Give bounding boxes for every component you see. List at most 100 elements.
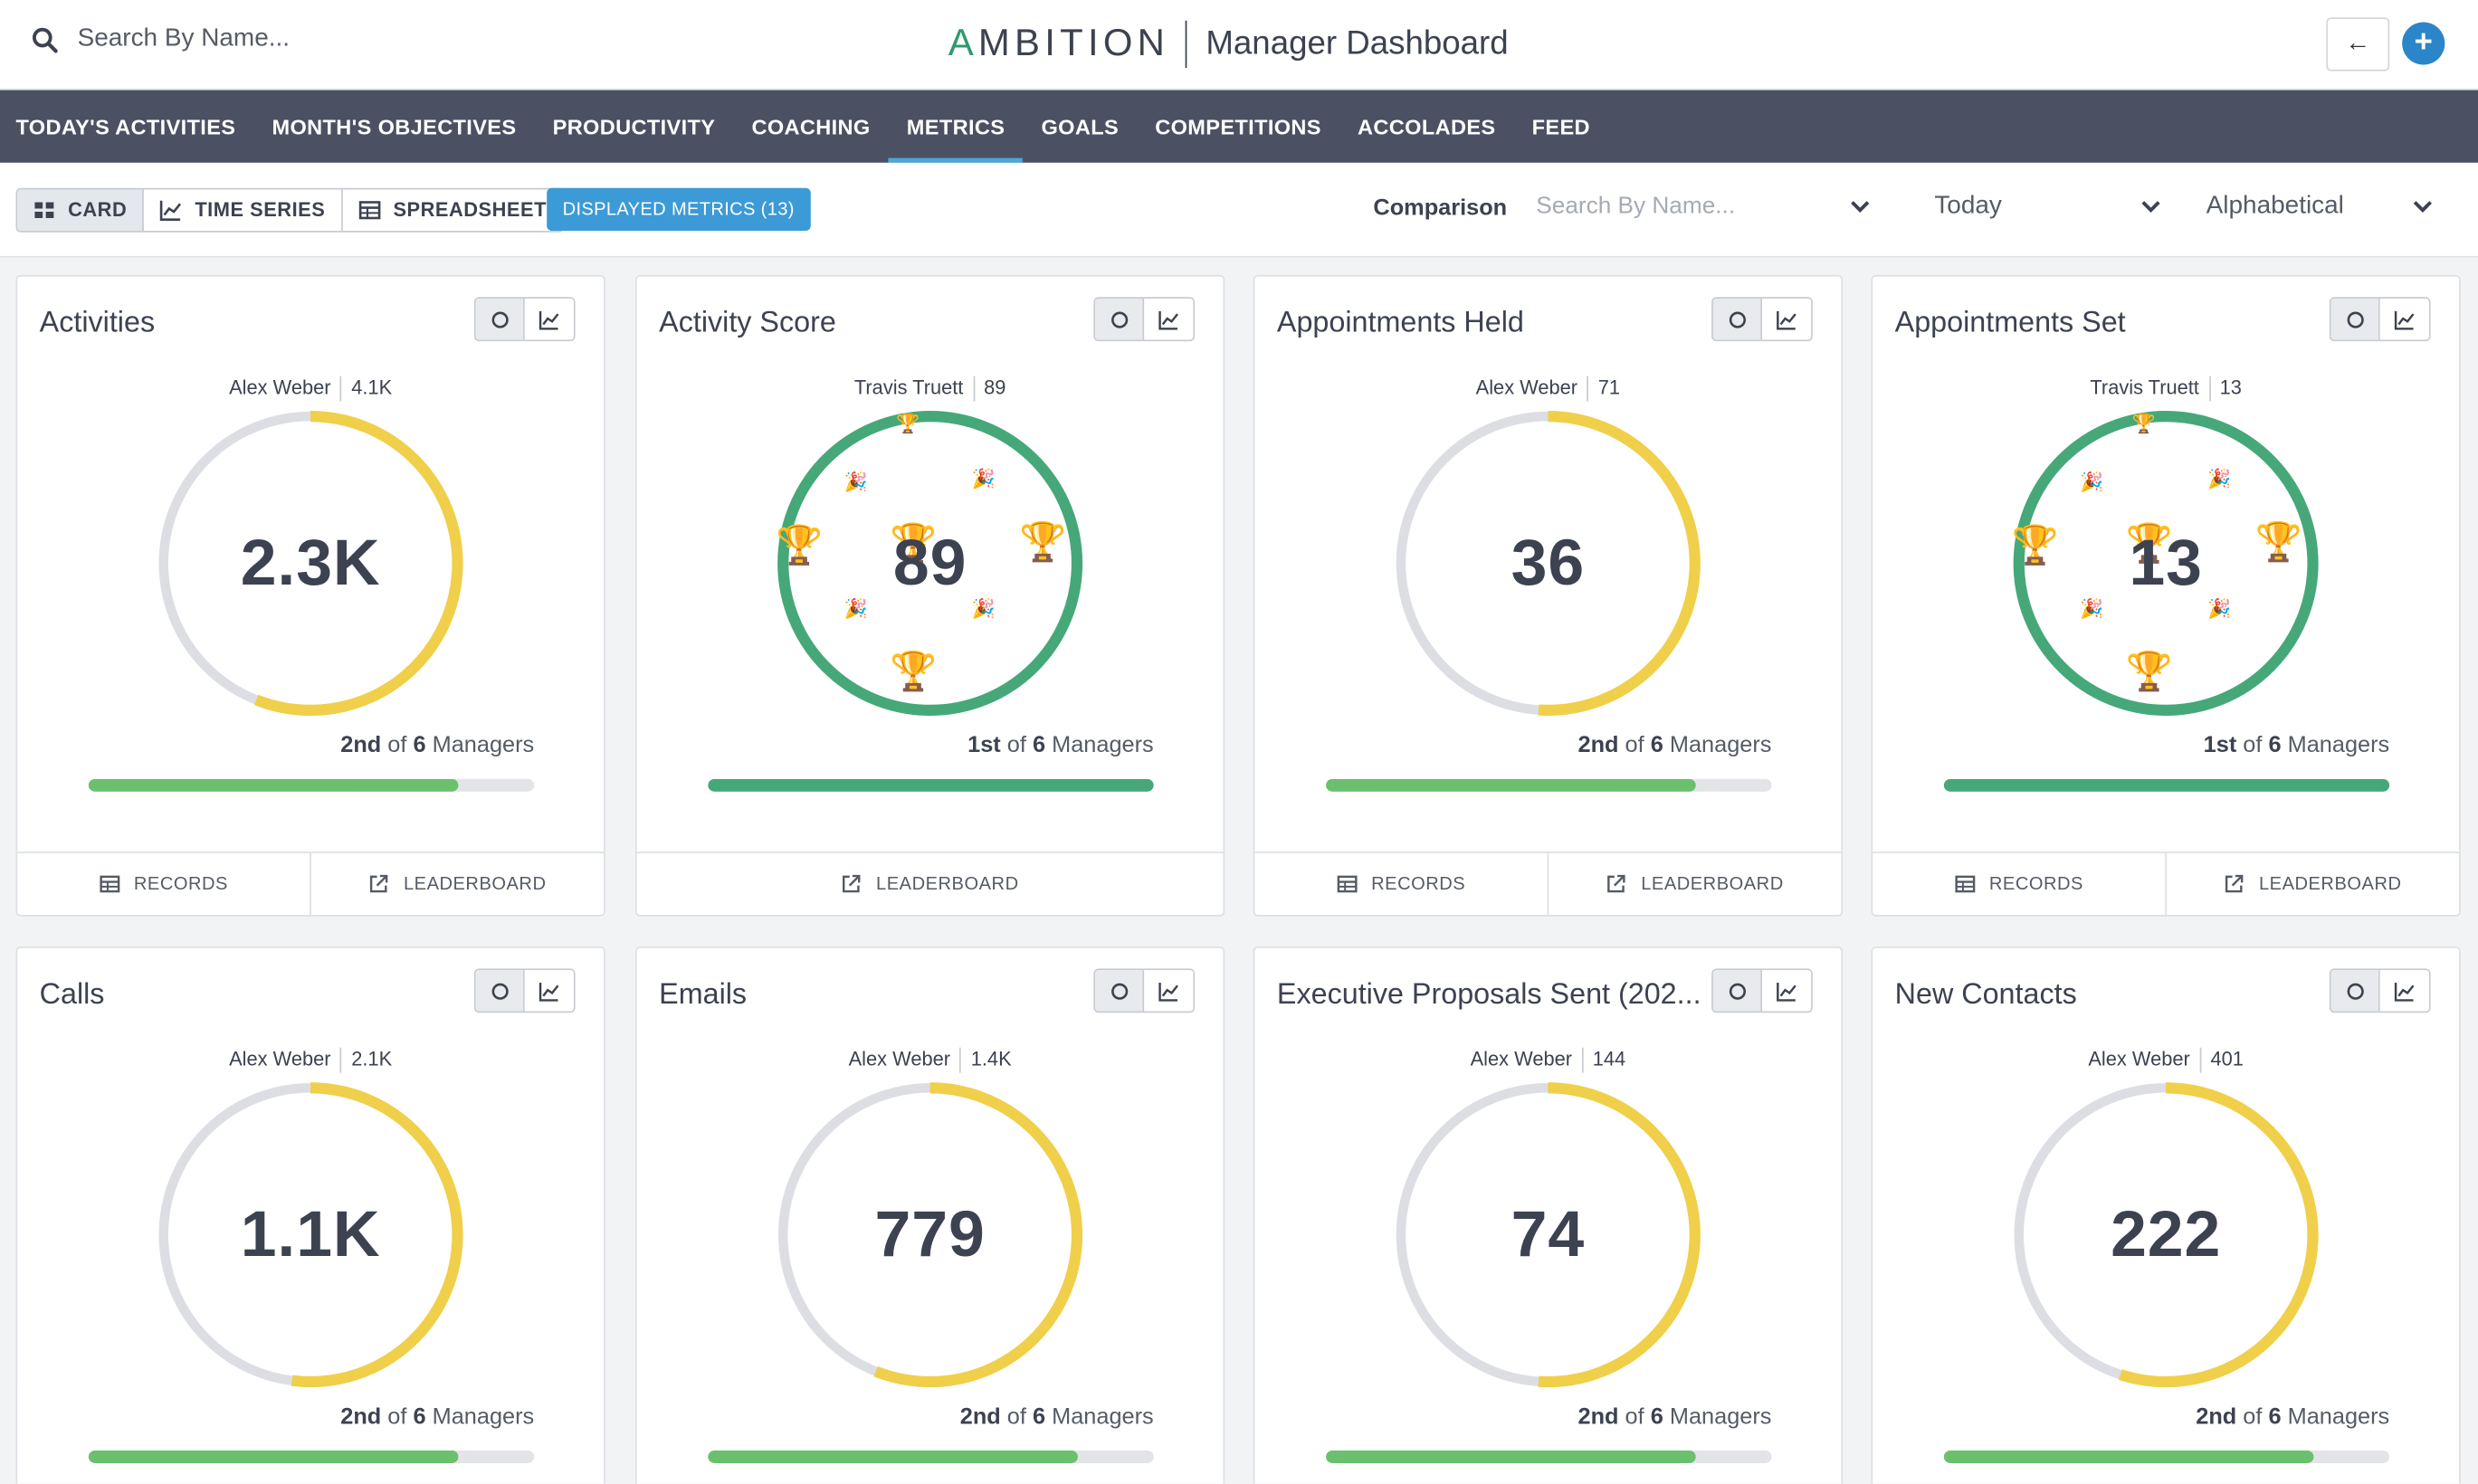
rank-of: of bbox=[1006, 733, 1026, 759]
leaderboard-button[interactable]: LEADERBOARD bbox=[311, 853, 604, 915]
trend-view-button[interactable] bbox=[1761, 970, 1812, 1012]
metric-card: Executive Proposals Sent (202... Alex Web… bbox=[1253, 946, 1844, 1484]
view-spreadsheet-button[interactable]: SPREADSHEET bbox=[342, 189, 563, 231]
trophy-icon: 🏆 bbox=[2131, 412, 2156, 435]
rank-unit: Managers bbox=[1669, 733, 1772, 759]
trend-view-button[interactable] bbox=[2379, 970, 2429, 1012]
progress-ring bbox=[157, 1082, 463, 1388]
period-dropdown[interactable]: Today bbox=[1934, 193, 2161, 221]
table-icon bbox=[99, 875, 119, 893]
trend-view-button[interactable] bbox=[524, 970, 574, 1012]
metric-value: 13 bbox=[2129, 526, 2203, 599]
rank-position: 2nd bbox=[340, 1404, 382, 1431]
gauge-view-button[interactable] bbox=[1712, 970, 1762, 1012]
gauge-view-button[interactable] bbox=[1095, 970, 1145, 1012]
grid-icon bbox=[34, 202, 54, 218]
table-icon bbox=[358, 201, 381, 220]
rank-position: 2nd bbox=[1577, 733, 1619, 759]
plus-icon: + bbox=[2414, 24, 2433, 61]
arrow-left-icon: ← bbox=[2345, 30, 2371, 57]
progress-ring bbox=[1395, 411, 1701, 717]
nav-item-productivity[interactable]: PRODUCTIVITY bbox=[552, 114, 716, 138]
comparison-search-input[interactable]: Search By Name... bbox=[1536, 193, 1736, 220]
progress-ring bbox=[1395, 1082, 1701, 1388]
card-title: Activity Score bbox=[659, 305, 836, 338]
leader-value: 1.4K bbox=[970, 1048, 1012, 1070]
circle-icon bbox=[1110, 982, 1128, 999]
trend-view-button[interactable] bbox=[1144, 299, 1194, 340]
comparison-label: Comparison bbox=[1373, 195, 1508, 222]
rank-progress-bar bbox=[1326, 1450, 1772, 1463]
gauge-view-button[interactable] bbox=[2330, 299, 2380, 340]
rank-progress-bar bbox=[88, 1450, 535, 1463]
view-card-button[interactable]: CARD bbox=[17, 189, 145, 231]
party-popper-icon: 🎉 bbox=[843, 471, 868, 493]
rank-progress-fill bbox=[1943, 778, 2390, 792]
nav-item-feed[interactable]: FEED bbox=[1531, 114, 1590, 138]
party-popper-icon: 🎉 bbox=[2079, 471, 2104, 493]
gauge-view-button[interactable] bbox=[2330, 970, 2380, 1012]
rank-unit: Managers bbox=[432, 733, 535, 759]
gauge-view-button[interactable] bbox=[475, 299, 525, 340]
rank-of: of bbox=[2243, 733, 2263, 759]
nav-item-coaching[interactable]: COACHING bbox=[751, 114, 871, 138]
back-button[interactable]: ← bbox=[2326, 17, 2390, 71]
ring-value bbox=[1395, 411, 1701, 717]
trend-view-button[interactable] bbox=[2379, 299, 2429, 340]
card-footer: LEADERBOARD bbox=[636, 851, 1224, 915]
metric-value: 779 bbox=[874, 1197, 986, 1270]
leaderboard-label: LEADERBOARD bbox=[2258, 874, 2402, 894]
records-button[interactable]: RECORDS bbox=[1254, 852, 1549, 916]
nav-item-accolades[interactable]: ACCOLADES bbox=[1358, 114, 1496, 138]
rank-progress-fill bbox=[708, 778, 1154, 792]
card-view-toggle bbox=[473, 968, 576, 1013]
leader-name: Alex Weber bbox=[1470, 1048, 1573, 1070]
sort-dropdown[interactable]: Alphabetical bbox=[2206, 193, 2434, 221]
leaderboard-label: LEADERBOARD bbox=[403, 874, 547, 894]
trophy-icon: 🏆 bbox=[2011, 524, 2060, 567]
nav-item-goals[interactable]: GOALS bbox=[1041, 114, 1120, 138]
nav-item-competitions[interactable]: COMPETITIONS bbox=[1155, 114, 1321, 138]
leaderboard-button[interactable]: LEADERBOARD bbox=[1549, 853, 1841, 915]
nav-item-today-s-activities[interactable]: TODAY'S ACTIVITIES bbox=[15, 114, 236, 138]
leaderboard-label: LEADERBOARD bbox=[876, 874, 1019, 894]
leader-info: Alex Weber 4.1K bbox=[17, 376, 604, 402]
trend-view-button[interactable] bbox=[524, 299, 574, 340]
rank-total: 6 bbox=[2268, 733, 2282, 759]
gauge-view-button[interactable] bbox=[475, 970, 525, 1012]
circle-icon bbox=[491, 310, 508, 328]
card-view-toggle bbox=[473, 297, 576, 342]
leader-value: 401 bbox=[2210, 1048, 2244, 1070]
view-time-series-button[interactable]: TIME SERIES bbox=[144, 189, 343, 231]
trophy-icon: 🏆 bbox=[890, 522, 938, 566]
trend-view-button[interactable] bbox=[1144, 970, 1194, 1012]
leaderboard-button[interactable]: LEADERBOARD bbox=[2167, 853, 2459, 915]
global-search[interactable]: Search By Name... bbox=[32, 25, 290, 53]
progress-ring bbox=[777, 1082, 1083, 1388]
global-search-input[interactable]: Search By Name... bbox=[77, 24, 291, 52]
nav-item-month-s-objectives[interactable]: MONTH'S OBJECTIVES bbox=[272, 114, 517, 138]
gauge-view-button[interactable] bbox=[1712, 299, 1762, 340]
leader-value: 2.1K bbox=[351, 1048, 393, 1070]
rank-progress-bar bbox=[88, 778, 535, 792]
card-title: New Contacts bbox=[1894, 976, 2077, 1010]
leaderboard-button[interactable]: LEADERBOARD bbox=[637, 853, 1224, 915]
rank-text: 2nd of 6 Managers bbox=[1577, 733, 1771, 758]
card-title: Emails bbox=[659, 976, 748, 1010]
card-title: Appointments Held bbox=[1276, 305, 1524, 338]
search-icon bbox=[32, 26, 58, 52]
gauge-view-button[interactable] bbox=[1095, 299, 1145, 340]
card-view-toggle bbox=[1093, 968, 1196, 1013]
comparison-search-dropdown[interactable]: Search By Name... bbox=[1536, 193, 1871, 220]
records-button[interactable]: RECORDS bbox=[17, 852, 311, 916]
leader-divider bbox=[340, 376, 342, 402]
records-button[interactable]: RECORDS bbox=[1873, 852, 2168, 916]
rank-progress-fill bbox=[708, 1450, 1078, 1463]
circle-icon bbox=[1728, 310, 1746, 328]
view-label: SPREADSHEET bbox=[393, 199, 547, 222]
add-button[interactable]: + bbox=[2402, 22, 2445, 65]
nav-item-metrics[interactable]: METRICS bbox=[888, 90, 1024, 163]
trend-view-button[interactable] bbox=[1761, 299, 1812, 340]
trophy-icon: 🏆 bbox=[890, 651, 938, 694]
displayed-metrics-button[interactable]: DISPLAYED METRICS (13) bbox=[547, 187, 811, 231]
